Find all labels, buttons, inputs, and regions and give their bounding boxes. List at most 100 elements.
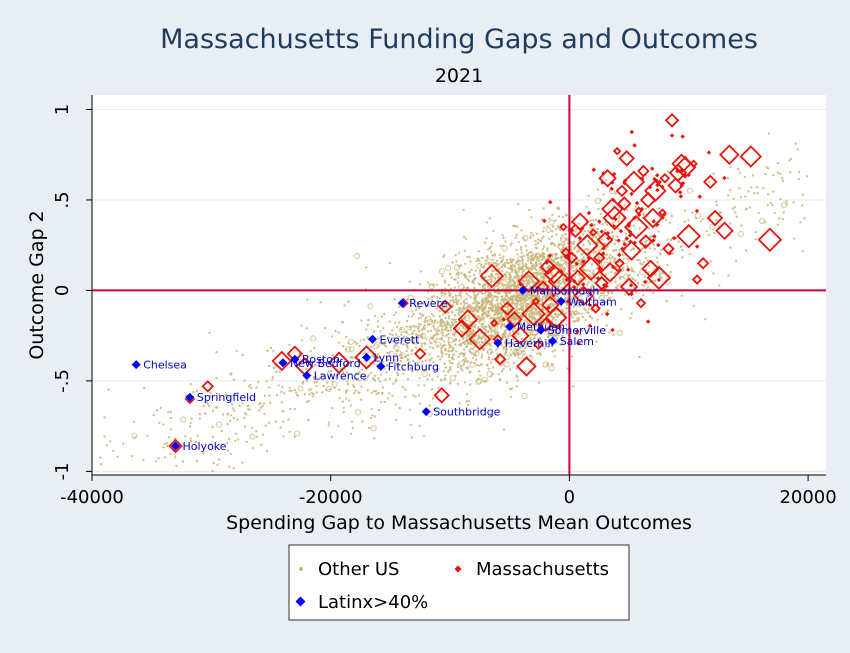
other-us-point (659, 253, 662, 256)
other-us-point (474, 269, 478, 273)
other-us-point (460, 365, 463, 368)
other-us-point (409, 423, 413, 426)
other-us-point (232, 407, 235, 410)
other-us-point (634, 205, 637, 208)
other-us-point (247, 385, 251, 388)
other-us-point (616, 284, 619, 287)
other-us-point (469, 383, 472, 386)
other-us-point (226, 413, 229, 416)
other-us-point (727, 194, 730, 197)
other-us-point (107, 388, 110, 391)
other-us-point (581, 299, 584, 302)
other-us-point (582, 307, 586, 310)
other-us-point (333, 386, 336, 390)
other-us-point (479, 409, 483, 412)
other-us-point (469, 361, 476, 368)
other-us-point (572, 305, 576, 308)
other-us-point (238, 404, 241, 407)
other-us-point (582, 315, 585, 319)
other-us-point (643, 275, 647, 279)
other-us-point (447, 353, 451, 357)
other-us-point (395, 378, 398, 381)
other-us-point (534, 246, 537, 249)
other-us-point (509, 395, 513, 398)
other-us-point (447, 336, 450, 340)
other-us-point (473, 362, 476, 365)
other-us-point (403, 364, 407, 367)
other-us-point (534, 312, 537, 315)
other-us-point (436, 321, 439, 324)
other-us-point (658, 273, 661, 276)
other-us-point (498, 311, 502, 314)
other-us-point (458, 402, 461, 405)
other-us-point (658, 207, 661, 210)
other-us-point (464, 340, 467, 343)
other-us-point (391, 329, 394, 332)
other-us-point (609, 297, 612, 300)
other-us-point (451, 348, 455, 351)
other-us-point (405, 350, 408, 353)
other-us-point (554, 328, 558, 331)
other-us-point (548, 237, 551, 240)
other-us-point (472, 273, 476, 277)
other-us-point (512, 321, 515, 325)
other-us-point (442, 369, 445, 373)
other-us-point (604, 179, 608, 182)
other-us-point (644, 207, 648, 211)
city-label: Chelsea (143, 359, 187, 372)
other-us-point (483, 284, 487, 287)
other-us-point (492, 295, 496, 298)
other-us-point (546, 247, 549, 250)
other-us-point (613, 257, 616, 260)
other-us-point (451, 261, 454, 264)
other-us-point (457, 276, 460, 279)
other-us-point (646, 259, 650, 262)
other-us-point (423, 327, 426, 330)
other-us-point (779, 172, 782, 175)
other-us-point (504, 261, 507, 264)
other-us-point (349, 404, 352, 407)
other-us-point (529, 354, 533, 358)
other-us-point (485, 314, 489, 317)
other-us-point (209, 391, 212, 394)
other-us-point (502, 244, 505, 247)
other-us-point (512, 294, 516, 297)
other-us-point (331, 353, 334, 357)
other-us-point (282, 420, 285, 423)
other-us-point (560, 255, 563, 258)
other-us-point (497, 373, 500, 376)
other-us-point (666, 238, 669, 241)
other-us-point (726, 176, 729, 180)
other-us-point (412, 394, 415, 397)
other-us-point (470, 268, 473, 272)
other-us-point (532, 234, 535, 237)
other-us-point (486, 256, 489, 259)
other-us-point (499, 302, 502, 305)
other-us-point (277, 384, 280, 387)
other-us-point (631, 297, 634, 300)
other-us-point (430, 357, 433, 360)
other-us-point (557, 215, 561, 218)
other-us-point (417, 327, 420, 330)
other-us-point (471, 356, 475, 359)
other-us-point (612, 249, 616, 252)
other-us-point (429, 342, 432, 345)
other-us-point (683, 209, 687, 212)
other-us-point (397, 362, 401, 365)
other-us-point (732, 197, 735, 200)
other-us-point (572, 269, 575, 273)
other-us-point (387, 336, 390, 339)
other-us-point (532, 263, 535, 266)
other-us-point (373, 330, 376, 333)
other-us-point (211, 469, 214, 473)
other-us-point (268, 394, 271, 397)
other-us-point (517, 270, 520, 274)
other-us-point (427, 297, 430, 301)
other-us-point (480, 353, 484, 356)
other-us-point (526, 253, 529, 256)
other-us-point (374, 389, 378, 393)
other-us-point (613, 242, 616, 246)
other-us-point (707, 233, 710, 237)
other-us-point (468, 305, 471, 309)
other-us-point (587, 281, 591, 284)
